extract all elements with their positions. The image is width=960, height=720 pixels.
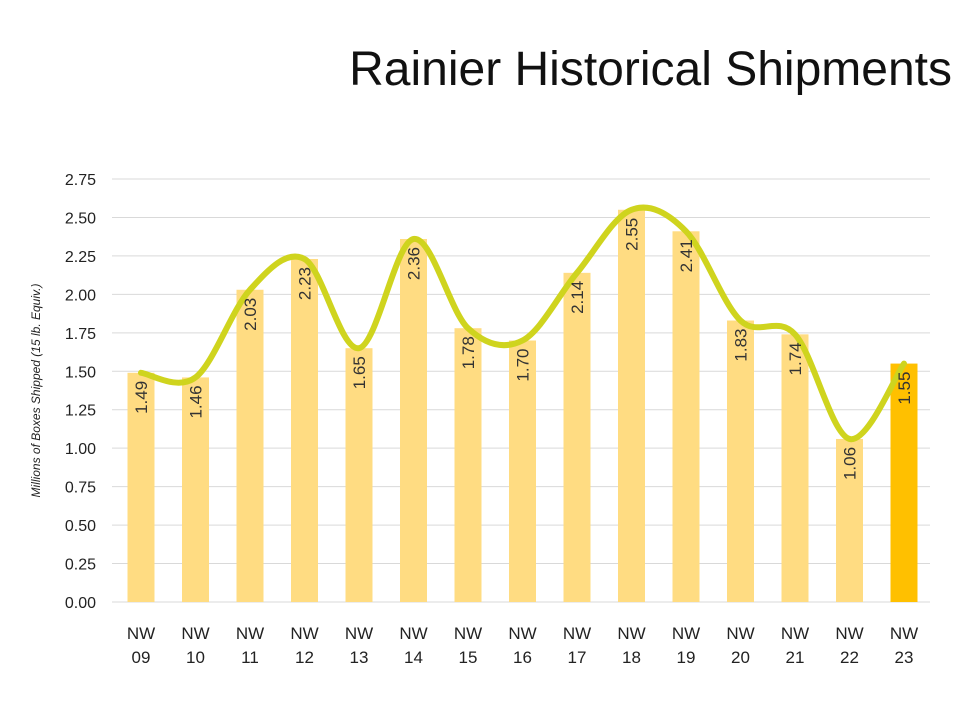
y-tick-label: 2.00: [65, 287, 96, 304]
bar: [672, 231, 700, 602]
trend-line: [138, 204, 907, 442]
data-label: 2.23: [296, 267, 315, 300]
x-category-label-line1: NW: [890, 624, 918, 643]
data-label: 2.41: [677, 239, 696, 272]
data-label: 2.03: [241, 298, 260, 331]
y-tick-label: 1.25: [65, 403, 96, 420]
y-axis-ticks: 0.00 0.25 0.50 0.75 1.00 1.25 1.50 1.75 2.00 2.25…: [65, 172, 96, 612]
x-category-label-line1: NW: [508, 624, 536, 643]
data-label: 1.55: [895, 372, 914, 405]
x-category-label-line1: NW: [617, 624, 645, 643]
bar: [236, 289, 264, 602]
x-category-label-line1: NW: [290, 624, 318, 643]
bar: [182, 377, 209, 602]
bar: [127, 372, 155, 602]
bar: [563, 272, 591, 602]
x-category-label-line2: 18: [622, 648, 641, 667]
x-category-label-line2: 23: [895, 648, 914, 667]
x-axis-categories: NW 09 NW 10 NW 11 NW 12 NW 13 NW 14 NW 15 NW 16 NW 17 NW 18…: [127, 624, 918, 667]
x-category-label-line2: 14: [404, 648, 423, 667]
data-label: 2.36: [405, 247, 424, 280]
x-category-label-line2: 13: [350, 648, 369, 667]
bar: [509, 340, 536, 602]
x-category-label-line2: 15: [459, 648, 478, 667]
y-tick-label: 0.00: [65, 595, 96, 612]
x-category-label-line2: 21: [786, 648, 805, 667]
data-label: 1.49: [132, 381, 151, 414]
x-category-label-line1: NW: [835, 624, 863, 643]
bar: [781, 334, 809, 602]
bar: [454, 328, 482, 602]
data-label: 1.46: [187, 385, 206, 418]
x-category-label-line2: 22: [840, 648, 859, 667]
y-tick-label: 0.50: [65, 518, 96, 535]
data-label: 2.55: [623, 218, 642, 251]
bar: [400, 238, 427, 603]
x-category-label-line1: NW: [345, 624, 373, 643]
slide-title: Rainier Historical Shipments: [349, 43, 952, 96]
y-tick-label: 2.50: [65, 210, 96, 227]
y-axis-title: Millions of Boxes Shipped (15 lb. Equiv.…: [29, 284, 43, 498]
x-category-label-line1: NW: [454, 624, 482, 643]
bars: [127, 209, 918, 603]
bar: [618, 209, 645, 602]
bar: [345, 348, 373, 602]
x-category-label-line1: NW: [399, 624, 427, 643]
x-category-label-line1: NW: [672, 624, 700, 643]
y-tick-label: 2.75: [65, 172, 96, 189]
x-category-label-line2: 16: [513, 648, 532, 667]
bar: [727, 320, 754, 602]
x-category-label-line1: NW: [563, 624, 591, 643]
x-category-label-line1: NW: [236, 624, 264, 643]
x-category-label-line1: NW: [127, 624, 155, 643]
y-tick-label: 1.50: [65, 364, 96, 381]
x-category-label-line1: NW: [181, 624, 209, 643]
x-category-label-line2: 09: [132, 648, 151, 667]
data-label: 1.06: [841, 447, 860, 480]
x-category-label-line2: 12: [295, 648, 314, 667]
bar: [836, 438, 863, 602]
x-category-label-line1: NW: [781, 624, 809, 643]
x-category-label-line2: 19: [677, 648, 696, 667]
y-tick-label: 0.25: [65, 557, 96, 574]
data-label: 1.65: [350, 356, 369, 389]
y-tick-label: 1.75: [65, 326, 96, 343]
y-tick-label: 0.75: [65, 480, 96, 497]
y-tick-label: 2.25: [65, 249, 96, 266]
bar: [291, 258, 318, 602]
data-label: 1.78: [459, 336, 478, 369]
x-category-label-line2: 11: [241, 648, 259, 667]
data-label: 1.70: [514, 349, 533, 382]
x-category-label-line2: 20: [731, 648, 750, 667]
bar: [890, 363, 918, 602]
x-category-label-line2: 17: [568, 648, 587, 667]
x-category-label-line1: NW: [726, 624, 754, 643]
data-label: 1.83: [732, 329, 751, 362]
data-label: 1.74: [786, 342, 805, 375]
x-category-label-line2: 10: [186, 648, 205, 667]
y-tick-label: 1.00: [65, 441, 96, 458]
data-labels: 1.49 1.46 2.03 2.23 1.65 2.36 1.78 1.70 2.14 2.55…: [132, 218, 914, 480]
trend-layer: [138, 204, 907, 442]
data-label: 2.14: [568, 281, 587, 314]
